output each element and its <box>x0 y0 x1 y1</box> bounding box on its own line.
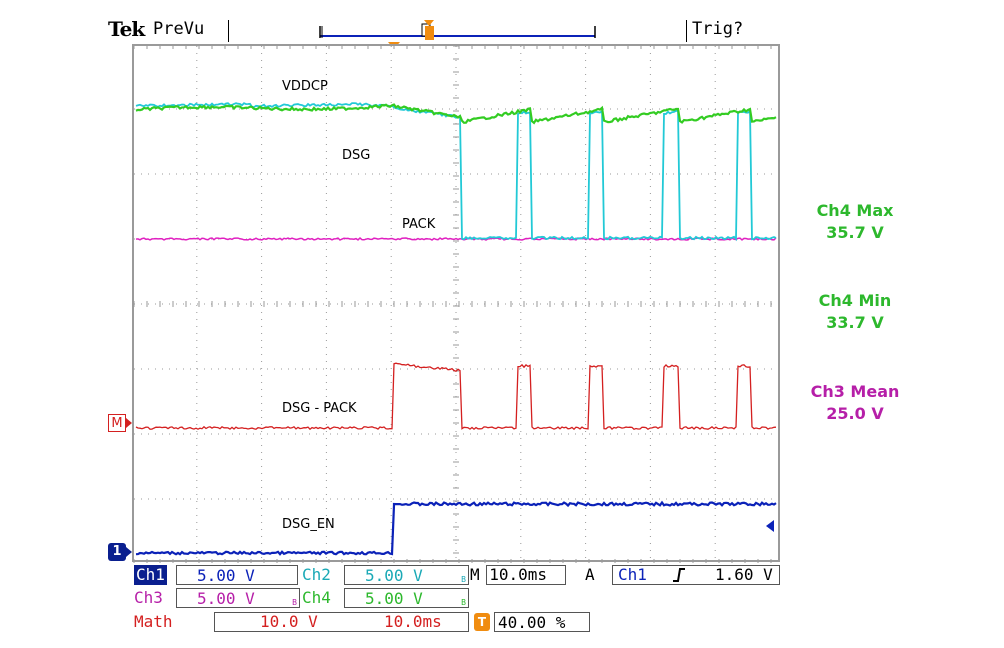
trigger-status: Trig? <box>692 19 744 39</box>
ch4-scale-value: 5.00 V <box>365 589 423 608</box>
bw-limit-icon: B <box>292 598 297 607</box>
header-divider <box>228 20 229 42</box>
math-time: 10.0ms <box>384 612 442 631</box>
measurement-label: Ch4 Max <box>816 201 894 220</box>
trigger-source[interactable]: Ch1 <box>618 565 647 584</box>
label-dsg-pack: DSG - PACK <box>282 401 357 416</box>
math-name[interactable]: Math <box>134 612 173 631</box>
ch1-ref-marker[interactable]: 1 <box>108 543 126 561</box>
ch1-dsg-en-trace <box>135 500 777 556</box>
measurement-ch4-min: Ch4 Min 33.7 V <box>800 290 910 334</box>
trigger-position[interactable]: 40.00 % <box>494 612 590 632</box>
measurement-ch3-mean: Ch3 Mean 25.0 V <box>795 381 915 425</box>
measurement-label: Ch4 Min <box>818 291 892 310</box>
measurement-value: 25.0 V <box>826 404 884 423</box>
waveform-display[interactable]: VDDCP DSG PACK DSG - PACK DSG_EN <box>132 44 780 564</box>
label-dsg: DSG <box>342 148 370 163</box>
acquisition-mode: PreVu <box>153 19 205 39</box>
math-ref-arrow-icon <box>126 418 132 428</box>
bw-limit-icon: B <box>461 598 466 607</box>
math-scale: 10.0 V <box>260 612 318 631</box>
ch2-name[interactable]: Ch2 <box>302 565 331 584</box>
math-settings[interactable] <box>214 612 469 632</box>
timebase-value: M 10.0ms <box>470 565 548 584</box>
ch3-scale[interactable]: 5.00 V B <box>176 588 300 608</box>
ch1-ref-arrow-icon <box>766 520 774 532</box>
measurement-value: 33.7 V <box>826 313 884 332</box>
ch2-scale-value: 5.00 V <box>365 566 423 585</box>
bw-limit-icon: B <box>461 575 466 584</box>
trigger-box <box>612 565 780 585</box>
header-divider <box>686 20 687 42</box>
label-pack: PACK <box>402 217 436 232</box>
label-vddcp: VDDCP <box>282 79 328 94</box>
measurement-ch4-max: Ch4 Max 35.7 V <box>800 200 910 244</box>
timebase-box <box>486 565 566 585</box>
brand-logo: Tek <box>108 17 145 41</box>
ch3-name[interactable]: Ch3 <box>134 588 163 607</box>
ch4-scale[interactable]: 5.00 V B <box>344 588 469 608</box>
acquisition-indicator: A <box>585 565 595 584</box>
math-dsg-pack-trace <box>135 362 777 431</box>
ch1-name[interactable]: Ch1 <box>134 565 167 585</box>
ch3-scale-value: 5.00 V <box>197 589 255 608</box>
measurement-value: 35.7 V <box>826 223 884 242</box>
measurement-label: Ch3 Mean <box>810 382 900 401</box>
waveforms <box>135 102 777 556</box>
ch3-pack-trace <box>135 236 777 241</box>
ch2-dsg-trace <box>135 102 777 242</box>
rising-edge-icon <box>673 568 685 582</box>
record-view-bar[interactable] <box>310 18 610 44</box>
label-dsg-en: DSG_EN <box>282 517 335 532</box>
timebase[interactable]: M 10.0ms <box>470 565 570 585</box>
ch1-ref-arrow-icon <box>126 547 132 557</box>
ch4-name[interactable]: Ch4 <box>302 588 331 607</box>
trigger-position-icon: T <box>474 613 490 631</box>
math-ref-marker[interactable]: M <box>108 414 126 432</box>
ch1-scale[interactable]: 5.00 V <box>176 565 298 585</box>
trigger-level[interactable]: 1.60 V <box>715 565 773 584</box>
ch4-vddcp-trace <box>135 103 777 125</box>
ch2-scale[interactable]: 5.00 V B <box>344 565 469 585</box>
